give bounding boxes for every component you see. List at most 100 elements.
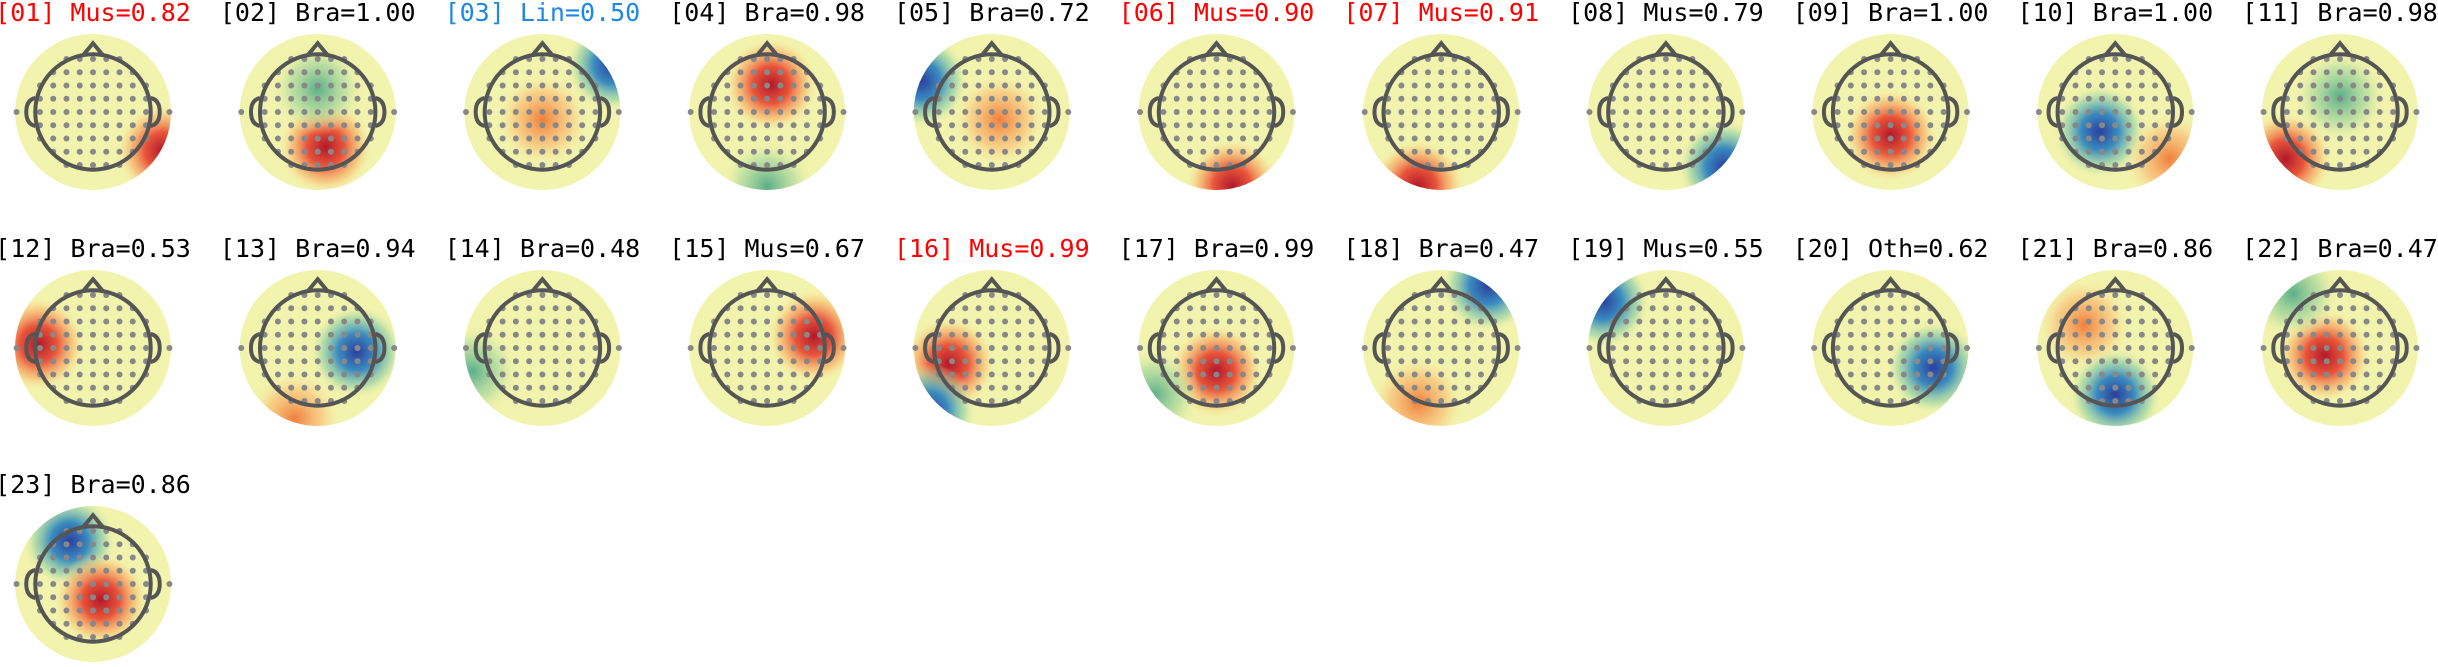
electrode	[1015, 69, 1022, 76]
electrode	[1186, 371, 1193, 378]
electrode	[2099, 69, 2106, 76]
electrode	[1253, 122, 1260, 129]
electrode	[2323, 148, 2330, 155]
electrode	[103, 567, 110, 574]
electrode	[2099, 371, 2106, 378]
electrode	[143, 109, 150, 115]
electrode	[1491, 109, 1498, 115]
electrode	[1609, 345, 1616, 351]
electrode	[1240, 371, 1247, 378]
electrode	[341, 331, 348, 338]
ear-left	[1821, 96, 1834, 128]
electrode	[1927, 331, 1934, 338]
electrode	[1424, 135, 1431, 142]
electrode	[1636, 371, 1643, 378]
electrode	[2337, 109, 2343, 115]
ear-left	[1821, 332, 1834, 364]
electrode	[2125, 358, 2132, 365]
component-label: [06] Mus=0.90	[1119, 0, 1315, 27]
electrode	[2350, 148, 2357, 155]
electrode	[1662, 384, 1669, 391]
electrode	[499, 82, 506, 89]
component-label: [11] Bra=0.98	[2242, 0, 2438, 27]
electrode	[103, 607, 110, 614]
component-label: [05] Bra=0.72	[894, 0, 1090, 27]
electrode	[2085, 82, 2092, 89]
electrode	[1874, 384, 1881, 391]
electrode	[90, 371, 96, 378]
ear-right	[1723, 96, 1735, 128]
electrode	[1900, 135, 1907, 142]
head-outline	[1381, 52, 1501, 172]
electrode	[962, 384, 969, 391]
ear-right	[2397, 332, 2409, 364]
ear-right	[2172, 332, 2185, 364]
electrode	[949, 331, 956, 338]
electrode	[1411, 331, 1418, 338]
electrode	[1424, 371, 1431, 378]
electrode	[750, 109, 757, 115]
electrode	[2323, 135, 2330, 142]
electrode	[76, 371, 83, 378]
blobs	[270, 41, 373, 190]
electrode	[1861, 331, 1868, 338]
electrode	[1398, 371, 1405, 378]
electrode	[1861, 384, 1868, 391]
electrode	[1424, 148, 1431, 155]
electrode	[539, 135, 546, 142]
electrode	[1940, 109, 1947, 115]
electrode	[1451, 318, 1458, 325]
electrode	[341, 305, 348, 312]
electrode	[76, 95, 83, 102]
electrode	[1927, 345, 1934, 351]
electrode	[1636, 95, 1643, 102]
electrode	[1173, 109, 1180, 115]
electrode	[2085, 305, 2092, 312]
electrode	[526, 95, 533, 102]
ear-right	[2397, 96, 2409, 128]
electrode	[579, 371, 586, 378]
electrode	[76, 109, 83, 115]
electrode	[764, 384, 771, 391]
electrode	[1887, 148, 1894, 155]
electrode	[1173, 358, 1180, 365]
electrode	[1200, 345, 1207, 351]
electrode	[486, 345, 493, 351]
electrode	[103, 69, 110, 76]
head-outline	[707, 52, 827, 172]
electrode	[90, 384, 96, 391]
electrode	[391, 109, 398, 115]
electrode	[1438, 291, 1445, 298]
electrode	[50, 345, 57, 351]
electrode	[1253, 318, 1260, 325]
electrode	[1398, 345, 1405, 351]
electrode	[2323, 109, 2330, 115]
electrode	[552, 122, 559, 129]
electrode	[129, 82, 136, 89]
electrode	[63, 135, 70, 142]
electrode	[790, 122, 797, 129]
electrode	[1226, 384, 1233, 391]
electrode	[737, 82, 744, 89]
topomap: [13] Bra=0.94	[220, 234, 416, 426]
electrode	[1266, 109, 1273, 115]
electrode	[2112, 291, 2119, 298]
ear-left	[1372, 96, 1385, 128]
electrode	[2363, 95, 2370, 102]
electrode	[1186, 69, 1193, 76]
component-label: [07] Mus=0.91	[1343, 0, 1539, 27]
electrode	[1676, 109, 1683, 115]
electrode	[1424, 358, 1431, 365]
electrode	[1464, 122, 1471, 129]
electrode	[539, 331, 546, 338]
electrode	[354, 122, 361, 129]
electrode	[1200, 331, 1207, 338]
electrode	[301, 109, 308, 115]
electrode	[949, 122, 956, 129]
electrode	[1240, 305, 1247, 312]
electrode	[988, 55, 995, 62]
electrode	[1887, 55, 1894, 62]
electrode	[2072, 318, 2079, 325]
electrode	[76, 384, 83, 391]
electrode	[949, 109, 956, 115]
